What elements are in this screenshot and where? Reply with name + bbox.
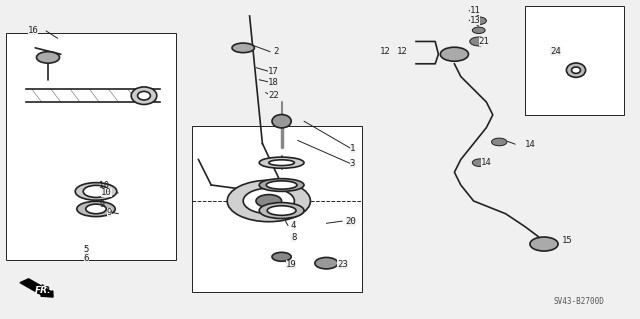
Text: 4: 4 [291,221,296,230]
Text: 10: 10 [101,188,112,197]
Circle shape [36,52,60,63]
Ellipse shape [131,87,157,105]
FancyArrow shape [20,279,53,297]
Text: 20: 20 [346,217,356,226]
Ellipse shape [269,160,294,166]
Text: 21: 21 [479,37,490,46]
Circle shape [471,17,486,25]
Text: 9: 9 [107,208,112,217]
Text: 15: 15 [562,236,573,245]
Ellipse shape [272,115,291,128]
Text: 14: 14 [525,140,536,149]
Text: 11: 11 [470,6,480,15]
Text: 1: 1 [350,144,355,153]
Text: 14: 14 [481,158,492,167]
Text: 12: 12 [397,47,408,56]
Text: 24: 24 [549,48,560,57]
Text: SV43-B2700D: SV43-B2700D [554,297,605,306]
Ellipse shape [566,63,586,77]
Text: 12: 12 [380,47,390,56]
Text: 23: 23 [337,260,348,269]
Text: 16: 16 [28,26,38,35]
Text: 13: 13 [470,16,480,25]
Ellipse shape [232,43,254,53]
Ellipse shape [272,252,291,261]
Ellipse shape [76,182,116,200]
Circle shape [315,257,338,269]
Circle shape [472,159,488,167]
Text: FR.: FR. [37,286,55,296]
Text: 9: 9 [99,200,104,209]
Ellipse shape [268,206,296,215]
Ellipse shape [138,92,150,100]
Ellipse shape [259,157,304,168]
Text: 22: 22 [268,91,279,100]
Circle shape [256,195,282,207]
Ellipse shape [572,67,580,73]
Text: 5: 5 [84,245,89,254]
Text: 17: 17 [268,67,279,76]
Ellipse shape [86,204,106,214]
Text: 19: 19 [285,260,296,269]
Circle shape [440,47,468,61]
Text: 10: 10 [99,181,109,189]
Circle shape [243,188,294,214]
Text: 8: 8 [291,233,296,242]
Ellipse shape [259,203,304,219]
Circle shape [530,237,558,251]
Text: 24: 24 [550,47,561,56]
Ellipse shape [266,181,297,189]
Ellipse shape [83,185,109,197]
Circle shape [227,180,310,222]
Text: 18: 18 [268,78,279,87]
Text: 2: 2 [274,47,279,56]
Text: 6: 6 [84,254,89,263]
Circle shape [472,27,485,33]
Bar [6,33,176,260]
Text: FR.: FR. [35,286,52,295]
Bar [525,6,624,115]
Circle shape [470,37,488,46]
Circle shape [492,138,507,146]
Ellipse shape [259,179,304,191]
Text: 3: 3 [350,159,355,168]
Ellipse shape [77,201,115,217]
Bar [192,126,362,292]
